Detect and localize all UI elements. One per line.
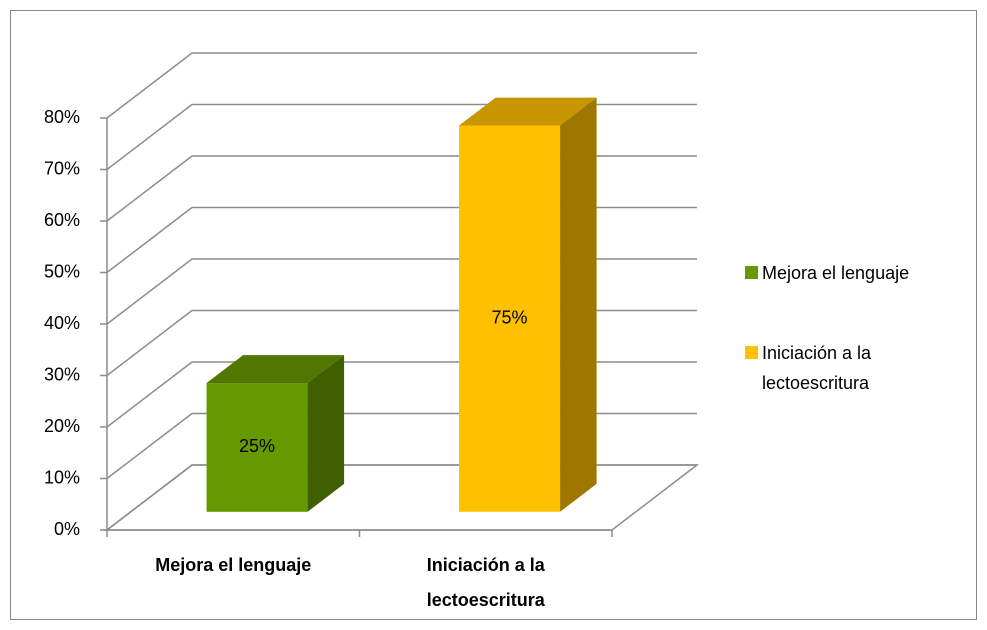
data-label: 75%	[492, 307, 528, 327]
grid-line	[106, 155, 697, 222]
grid-line	[106, 206, 697, 274]
y-tick-label: 60%	[44, 210, 80, 230]
grid-line	[106, 309, 697, 377]
y-tick-label: 0%	[54, 519, 80, 539]
grid-line	[106, 464, 697, 531]
bar	[206, 383, 308, 512]
legend-label: Iniciación a la lectoescritura	[762, 343, 872, 393]
x-tick-label: Mejora el lenguaje	[155, 555, 312, 575]
grid-line	[106, 412, 697, 480]
grid-line	[106, 361, 697, 428]
legend-swatch	[745, 266, 758, 279]
y-tick-label: 50%	[44, 261, 80, 281]
y-tick-label: 30%	[44, 364, 80, 384]
bar	[459, 125, 561, 512]
floor	[104, 464, 700, 531]
bar-top	[459, 97, 597, 126]
data-label: 25%	[239, 436, 275, 456]
bar-side	[307, 355, 345, 512]
bar-top	[206, 355, 345, 384]
y-tick-label: 10%	[44, 467, 80, 487]
y-tick-label: 70%	[44, 158, 80, 178]
grid-line	[106, 103, 697, 171]
legend-swatch	[745, 346, 758, 359]
y-tick-label: 20%	[44, 416, 80, 436]
grid-line	[106, 258, 697, 325]
grid-line	[106, 52, 697, 119]
legend-label: Mejora el lenguaje	[762, 263, 910, 283]
chart-border	[10, 10, 977, 620]
x-tick-label: Iniciación a la lectoescritura	[426, 555, 545, 610]
bar-side	[560, 97, 597, 512]
y-tick-label: 80%	[44, 107, 80, 127]
y-tick-label: 40%	[44, 313, 80, 333]
